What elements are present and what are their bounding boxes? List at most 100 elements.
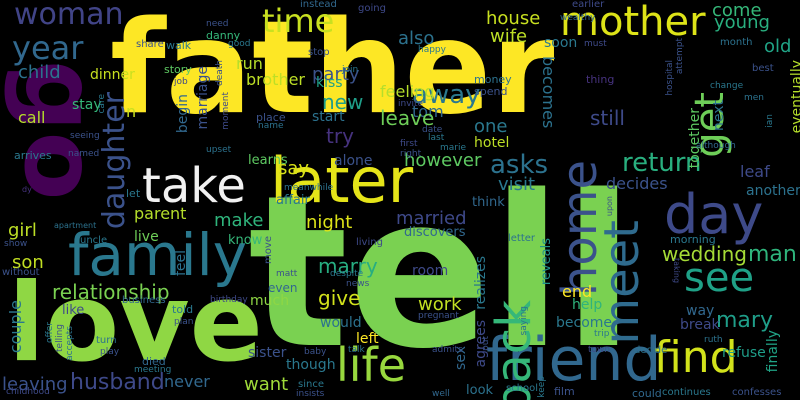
word: wife bbox=[490, 26, 528, 47]
word: childhood bbox=[6, 387, 50, 397]
word: died bbox=[142, 355, 166, 368]
word: change bbox=[710, 81, 744, 91]
word: also bbox=[398, 28, 435, 49]
word: begin bbox=[175, 94, 191, 134]
word: without bbox=[2, 267, 40, 278]
word: apartment bbox=[54, 221, 97, 230]
word: tell bbox=[248, 150, 635, 395]
word: men bbox=[744, 93, 765, 103]
word: last bbox=[428, 133, 445, 143]
word: play bbox=[100, 347, 120, 357]
word: run bbox=[236, 54, 263, 73]
word: letter bbox=[508, 233, 536, 244]
word: pregnant bbox=[418, 311, 459, 321]
word: come bbox=[712, 0, 762, 21]
word: leaving bbox=[2, 374, 68, 395]
word: wedding bbox=[662, 242, 747, 266]
word: told bbox=[172, 303, 194, 316]
word: year bbox=[12, 29, 84, 67]
word: thing bbox=[586, 73, 615, 86]
word: new bbox=[322, 90, 364, 114]
word: danny bbox=[206, 29, 241, 42]
word: put bbox=[481, 336, 491, 351]
word: seeing bbox=[70, 131, 100, 141]
word: return bbox=[622, 148, 702, 178]
word: good bbox=[228, 39, 251, 49]
word: show bbox=[4, 239, 28, 249]
word: know bbox=[228, 233, 263, 248]
word: brother bbox=[246, 70, 306, 89]
word: think bbox=[472, 195, 505, 210]
word: like bbox=[62, 303, 85, 318]
word: girl bbox=[8, 220, 37, 241]
word: marie bbox=[440, 143, 467, 153]
word: sister bbox=[248, 345, 287, 361]
word: kiss bbox=[316, 75, 343, 91]
word: together bbox=[687, 108, 703, 169]
word: morning bbox=[670, 233, 716, 246]
word: leave bbox=[380, 106, 435, 130]
word: stop bbox=[308, 47, 330, 58]
word: parent bbox=[134, 204, 187, 223]
word: refuse bbox=[722, 345, 766, 361]
word: date bbox=[422, 125, 443, 135]
word: woman bbox=[14, 0, 124, 32]
word: well bbox=[432, 389, 450, 399]
word: continues bbox=[662, 387, 711, 398]
word: decides bbox=[606, 174, 668, 193]
word: month bbox=[720, 37, 753, 48]
word: n bbox=[126, 102, 137, 121]
word: let bbox=[126, 187, 141, 200]
word: mary bbox=[716, 308, 773, 333]
word: would bbox=[320, 315, 362, 331]
word: find bbox=[654, 332, 738, 383]
word: saying bbox=[519, 306, 529, 336]
word: another bbox=[746, 183, 800, 199]
word: turn bbox=[96, 335, 117, 346]
word: feel bbox=[173, 250, 189, 277]
word: call bbox=[18, 108, 46, 127]
word: right bbox=[400, 149, 422, 159]
word: left bbox=[356, 331, 379, 347]
word: though bbox=[286, 357, 336, 373]
word: tom bbox=[412, 102, 444, 121]
word: start bbox=[312, 109, 345, 125]
word: living bbox=[356, 237, 383, 248]
word: leaf bbox=[740, 162, 770, 181]
word: must bbox=[584, 39, 607, 49]
word: named bbox=[68, 149, 100, 159]
word: say bbox=[278, 158, 310, 179]
word: care bbox=[97, 94, 107, 114]
word: much bbox=[250, 293, 290, 309]
word: invite bbox=[398, 99, 424, 109]
word: marriage bbox=[195, 66, 211, 130]
word: stay bbox=[72, 97, 102, 113]
word: night bbox=[306, 212, 353, 233]
word: wealthy bbox=[560, 13, 596, 23]
word: baby bbox=[304, 347, 327, 357]
word: however bbox=[404, 150, 482, 171]
word: arrives bbox=[14, 149, 52, 162]
word: meanwhile bbox=[284, 183, 334, 193]
word: party bbox=[312, 64, 360, 85]
word: going bbox=[358, 3, 386, 14]
word: break bbox=[680, 317, 720, 333]
word: learns bbox=[248, 153, 288, 168]
word: never bbox=[164, 372, 210, 391]
word: attempt bbox=[675, 38, 685, 75]
word: give bbox=[318, 286, 361, 310]
word: earlier bbox=[572, 0, 605, 10]
word: house bbox=[486, 8, 541, 29]
word: move bbox=[263, 236, 274, 264]
word: share bbox=[136, 39, 164, 50]
word: film bbox=[554, 385, 575, 398]
word: try bbox=[326, 124, 354, 148]
word: time bbox=[262, 2, 335, 40]
word: realizes bbox=[473, 256, 489, 310]
word: finally bbox=[765, 330, 781, 373]
word: matt bbox=[276, 269, 298, 279]
word: room bbox=[412, 263, 449, 279]
word: talk bbox=[348, 345, 365, 355]
word: money bbox=[474, 73, 512, 86]
